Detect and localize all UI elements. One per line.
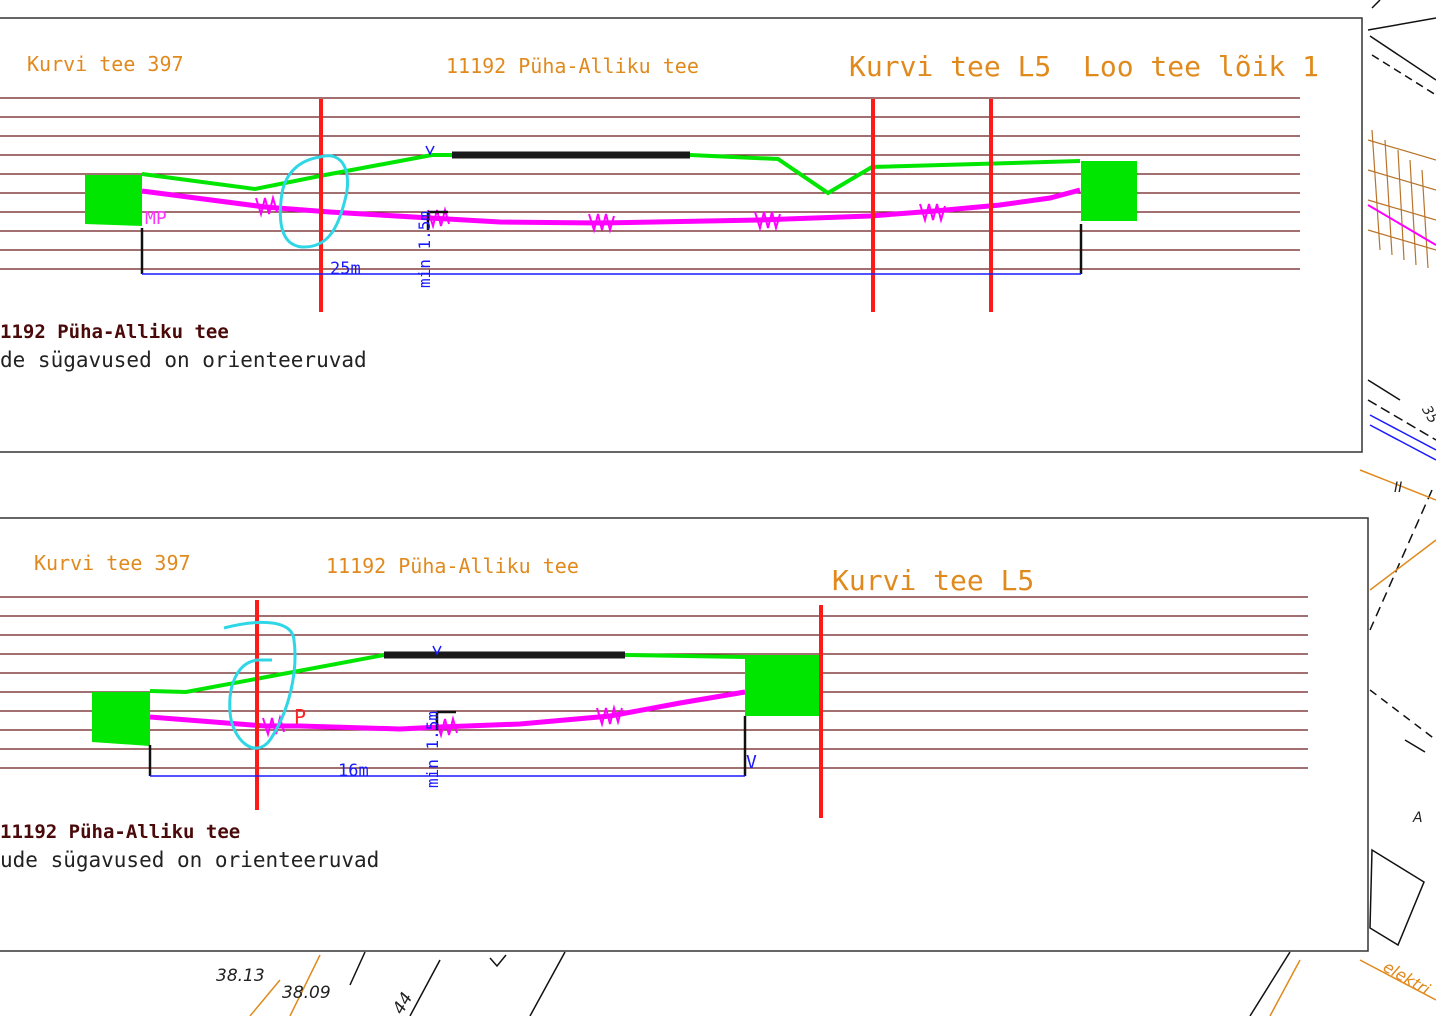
panel-1-marker-mp: MP <box>145 208 167 229</box>
panel-2-label-left: Kurvi tee 397 <box>34 551 191 575</box>
panel-1-grid-lines <box>0 97 1300 270</box>
panel-1-dim-depth: min 1.5m <box>415 211 434 288</box>
panel-2-caption-title: 11192 Püha-Alliku tee <box>0 821 240 843</box>
map-mark-ii: II <box>1394 480 1402 496</box>
panel-2-left-block <box>92 692 150 746</box>
elevation-label-1: 38.13 <box>216 966 265 986</box>
panel-2-label-center: 11192 Püha-Alliku tee <box>326 554 579 578</box>
panel-1-label-center: 11192 Püha-Alliku tee <box>446 54 699 78</box>
panel-2-right-block <box>745 655 823 716</box>
panel-1-right-block <box>1081 161 1137 221</box>
panel-1-label-right-2: Loo tee lõik 1 <box>1083 50 1319 83</box>
panel-1-boundary-lines <box>319 99 993 312</box>
panel-1-caption-title: 1192 Püha-Alliku tee <box>0 321 229 343</box>
panel-2-label-right-1: Kurvi tee L5 <box>832 564 1034 597</box>
panel-2-marker-p: P <box>294 705 306 729</box>
panel-1-dim-length: 25m <box>330 259 361 279</box>
panel-1-annotation-circle <box>278 154 350 249</box>
panel-2-frame <box>0 517 1369 952</box>
elevation-label-2: 38.09 <box>282 983 331 1003</box>
hatched-area <box>1367 129 1436 269</box>
panel-2-dimension-line <box>148 645 747 777</box>
panel-1-label-left: Kurvi tee 397 <box>27 52 184 76</box>
panel-2-annotation-circle <box>223 620 297 750</box>
panel-1-left-block <box>85 175 142 226</box>
profile-panel-2: 16m min 1.5m P V Kurvi tee 397 11192 Püh… <box>0 517 1369 952</box>
panel-2-boundary-lines <box>255 600 823 818</box>
background-map <box>249 0 1436 1016</box>
profile-panel-1: 25m min 1.5m MP Kurvi tee 397 11192 Püha… <box>0 17 1363 453</box>
panel-1-frame <box>0 17 1363 453</box>
map-label-elektri: elektri <box>1380 957 1434 999</box>
panel-2-dim-length: 16m <box>338 761 369 781</box>
map-mark-35: 35 <box>1418 403 1436 427</box>
panel-1-dimension-line <box>140 145 1083 275</box>
panel-2-caption-text: ude sügavused on orienteeruvad <box>0 848 379 872</box>
map-mark-a: A <box>1412 810 1423 826</box>
panel-2-dim-depth: min 1.5m <box>423 711 442 788</box>
panel-2-marker-v: V <box>746 752 757 773</box>
panel-1-label-right-1: Kurvi tee L5 <box>849 50 1051 83</box>
panel-1-caption-text: de sügavused on orienteeruvad <box>0 348 367 372</box>
